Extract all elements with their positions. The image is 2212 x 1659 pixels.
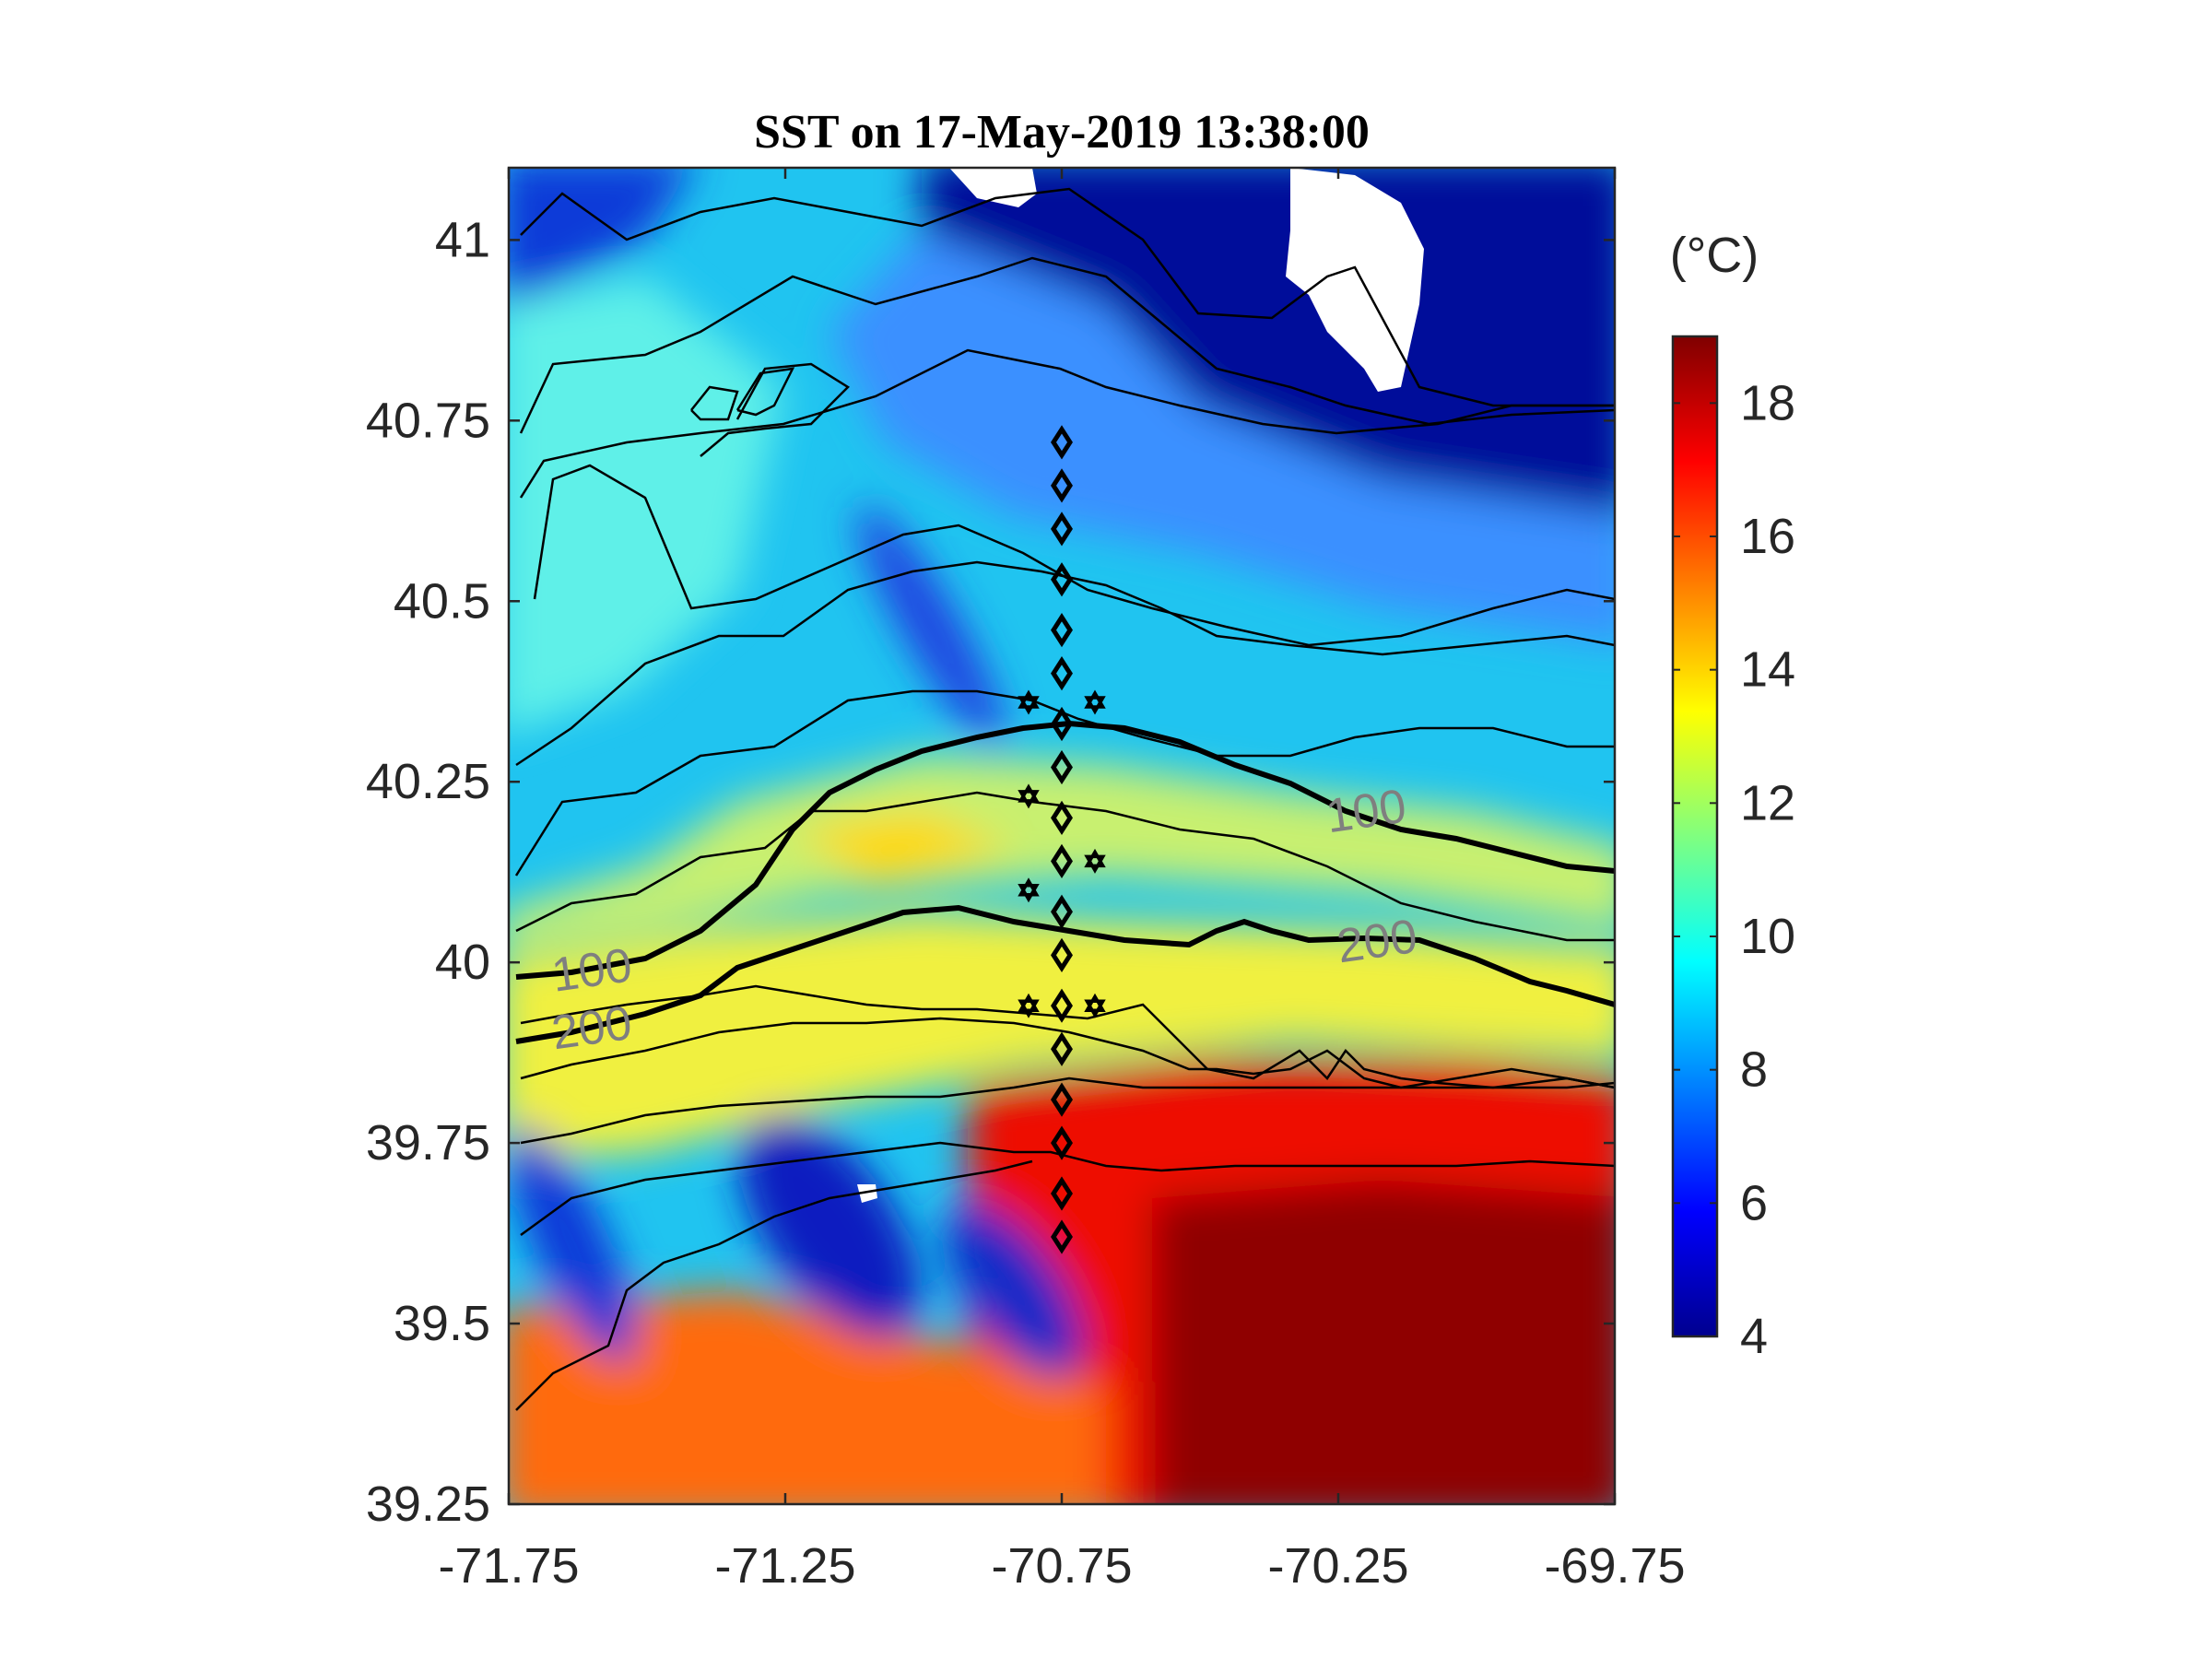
axis-ticks: -71.75 -71.25 -70.75 -70.25 -69.75 39.25 39.5 3… <box>366 168 1686 1594</box>
station-diamond <box>1051 843 1073 879</box>
chart-title: SST on 17-May-2019 13:38:00 <box>754 106 1370 159</box>
y-tick-label: 40.5 <box>394 573 490 629</box>
colorbar-tick-label: 6 <box>1740 1175 1768 1230</box>
x-tick-label: -70.25 <box>1267 1538 1408 1594</box>
station-diamond <box>1051 468 1073 503</box>
station-diamond <box>1051 1219 1073 1254</box>
colorbar-tick-label: 16 <box>1740 509 1795 564</box>
bathymetry-contours <box>514 187 1615 1411</box>
station-markers <box>1018 425 1106 1254</box>
contour-200 <box>515 904 1615 1044</box>
station-diamond <box>1051 425 1073 460</box>
station-diamond <box>1051 656 1073 691</box>
y-tick-label: 40.25 <box>366 754 490 809</box>
colorbar-tick-label: 12 <box>1740 775 1795 830</box>
y-tick-label: 41 <box>435 212 490 267</box>
station-star <box>1084 993 1106 1018</box>
station-diamond <box>1051 937 1073 972</box>
station-diamond <box>1051 612 1073 648</box>
station-diamond <box>1051 1082 1073 1117</box>
x-tick-label: -70.75 <box>991 1538 1132 1594</box>
y-tick-label: 39.5 <box>394 1296 490 1351</box>
station-diamond <box>1051 749 1073 785</box>
y-tick-label: 39.25 <box>366 1477 490 1532</box>
station-star <box>1018 993 1040 1018</box>
x-tick-label: -71.75 <box>438 1538 579 1594</box>
colorbar-tick-label: 8 <box>1740 1042 1768 1098</box>
station-diamond <box>1051 1125 1073 1160</box>
contour-label-200: 200 <box>1334 910 1420 974</box>
station-star <box>1018 689 1040 715</box>
station-star <box>1018 877 1040 903</box>
colorbar-ticks: 4 6 8 10 12 14 16 18 <box>1673 375 1795 1364</box>
station-diamond <box>1051 894 1073 929</box>
contour-100 <box>515 720 1615 980</box>
y-tick-label: 40 <box>435 935 490 990</box>
colorbar-label: (°C) <box>1670 228 1759 283</box>
contour-label-200: 200 <box>548 996 635 1061</box>
station-diamond <box>1051 1031 1073 1066</box>
colorbar <box>1671 335 1719 1338</box>
colorbar-tick-label: 18 <box>1740 375 1795 430</box>
station-diamond <box>1051 800 1073 836</box>
y-tick-label: 39.75 <box>366 1115 490 1171</box>
station-star <box>1084 848 1106 874</box>
x-tick-label: -69.75 <box>1544 1538 1685 1594</box>
station-star <box>1084 689 1106 715</box>
x-tick-label: -71.25 <box>714 1538 855 1594</box>
station-diamond <box>1051 706 1073 742</box>
colorbar-tick-label: 14 <box>1740 642 1795 698</box>
y-tick-label: 40.75 <box>366 393 490 448</box>
station-diamond <box>1051 988 1073 1023</box>
station-diamond <box>1051 512 1073 547</box>
colorbar-tick-label: 4 <box>1740 1309 1768 1364</box>
station-diamond <box>1051 562 1073 597</box>
contour-label-100: 100 <box>548 938 635 1003</box>
station-diamond <box>1051 1176 1073 1211</box>
station-star <box>1018 783 1040 809</box>
colorbar-tick-label: 10 <box>1740 909 1795 964</box>
contour-label-100: 100 <box>1323 780 1409 844</box>
